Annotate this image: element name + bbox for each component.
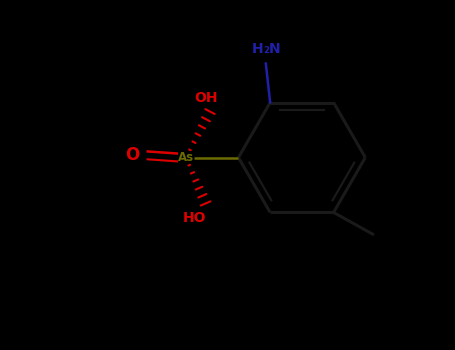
Text: H: H (252, 42, 263, 56)
Text: OH: OH (194, 91, 217, 105)
Text: ₂N: ₂N (263, 42, 281, 56)
Text: O: O (126, 146, 140, 164)
Text: HO: HO (183, 211, 207, 225)
Text: As: As (178, 151, 194, 164)
